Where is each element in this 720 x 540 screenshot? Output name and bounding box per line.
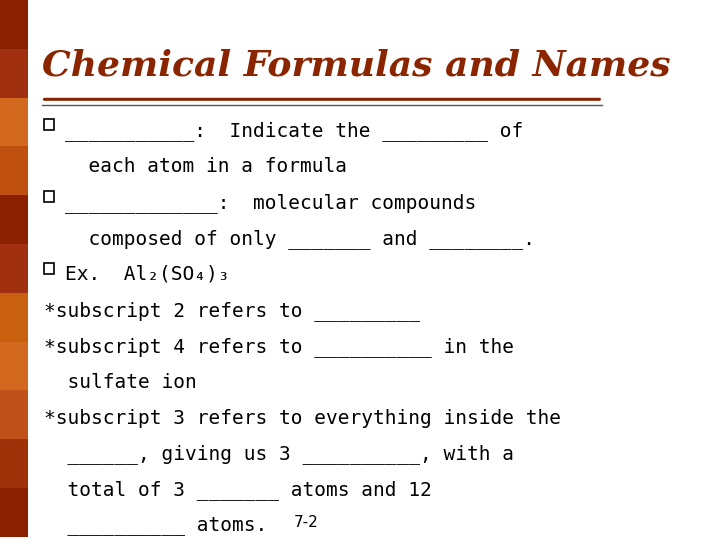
Text: *subscript 2 refers to _________: *subscript 2 refers to _________ [44, 301, 420, 321]
Text: ___________:  Indicate the _________ of: ___________: Indicate the _________ of [65, 121, 523, 141]
Text: _____________:  molecular compounds: _____________: molecular compounds [65, 193, 476, 213]
Bar [0, 439, 27, 488]
Text: *subscript 3 refers to everything inside the: *subscript 3 refers to everything inside… [44, 408, 561, 428]
Bar [0, 0, 27, 49]
Bar [0, 488, 27, 537]
Bar [0, 342, 27, 390]
Bar [0, 195, 27, 244]
Text: each atom in a formula: each atom in a formula [65, 157, 347, 176]
Text: composed of only _______ and ________.: composed of only _______ and ________. [65, 228, 535, 248]
Bar [0, 390, 27, 439]
Text: ______, giving us 3 __________, with a: ______, giving us 3 __________, with a [44, 444, 514, 464]
Text: *subscript 4 refers to __________ in the: *subscript 4 refers to __________ in the [44, 336, 514, 356]
Bar [44, 119, 54, 130]
Text: Chemical Formulas and Names: Chemical Formulas and Names [42, 48, 670, 82]
Text: __________ atoms.: __________ atoms. [44, 516, 267, 535]
Bar [0, 244, 27, 293]
Bar [44, 191, 54, 202]
Bar [0, 293, 27, 342]
Text: sulfate ion: sulfate ion [44, 373, 197, 392]
Bar [0, 98, 27, 146]
Bar [0, 146, 27, 195]
Bar [44, 263, 54, 274]
Text: total of 3 _______ atoms and 12: total of 3 _______ atoms and 12 [44, 481, 432, 501]
Text: Ex.  Al₂(SO₄)₃: Ex. Al₂(SO₄)₃ [65, 265, 229, 284]
Text: 7-2: 7-2 [293, 515, 318, 530]
Bar [0, 49, 27, 98]
